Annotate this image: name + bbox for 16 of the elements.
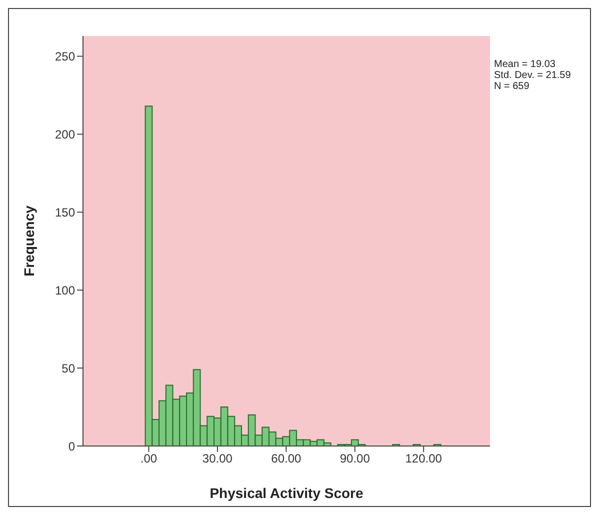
y-tick-label: 0: [68, 439, 76, 454]
text: N = 659: [494, 81, 530, 92]
x-tick-label: 90.00: [340, 452, 370, 466]
x-tick-label: .00: [140, 452, 158, 466]
text: Std. Dev. = 21.59: [494, 70, 571, 81]
x-tick-label: 120.00: [405, 452, 442, 466]
x-tick-label: 30.00: [202, 452, 233, 466]
y-axis-title: Frequency: [20, 205, 37, 276]
y-tick-label: 250: [54, 50, 76, 64]
y-tick-label: 50: [62, 361, 76, 376]
x-tick-label: 60.00: [271, 452, 302, 466]
y-tick-label: 100: [54, 283, 76, 298]
y-tick-label: 200: [54, 127, 76, 142]
text: Mean = 19.03: [494, 59, 556, 70]
y-tick-label: 150: [54, 205, 76, 220]
x-axis-title: Physical Activity Score: [210, 485, 364, 501]
